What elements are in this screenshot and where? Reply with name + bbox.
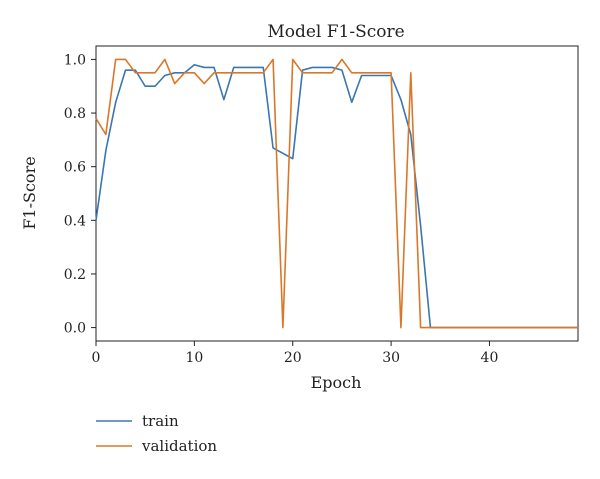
series-layer xyxy=(95,58,578,329)
x-tick-label: 0 xyxy=(92,350,101,366)
chart-title: Model F1-Score xyxy=(267,22,404,42)
y-tick-label: 0.2 xyxy=(64,267,86,283)
legend-label-train: train xyxy=(142,412,179,430)
x-tick-label: 40 xyxy=(481,350,499,366)
x-axis-label: Epoch xyxy=(311,373,362,392)
y-axis-label: F1-Score xyxy=(20,156,39,229)
y-tick-label: 0.6 xyxy=(64,160,86,176)
x-tick-label: 10 xyxy=(185,350,203,366)
y-tick-label: 0.0 xyxy=(64,321,86,337)
plot-frame xyxy=(95,45,579,342)
legend: train validation xyxy=(96,412,217,455)
series-line-train xyxy=(95,63,578,329)
y-tick-label: 0.4 xyxy=(64,213,86,229)
x-tick-label: 20 xyxy=(284,350,302,366)
y-axis-ticks: 0.0 0.2 0.4 0.6 0.8 1.0 xyxy=(64,52,96,337)
series-line-validation xyxy=(95,58,578,329)
x-tick-label: 30 xyxy=(382,350,400,366)
y-tick-label: 0.8 xyxy=(64,106,86,122)
y-tick-label: 1.0 xyxy=(64,52,86,68)
x-axis-ticks: 0 10 20 30 40 xyxy=(92,341,499,366)
legend-label-validation: validation xyxy=(141,437,217,455)
